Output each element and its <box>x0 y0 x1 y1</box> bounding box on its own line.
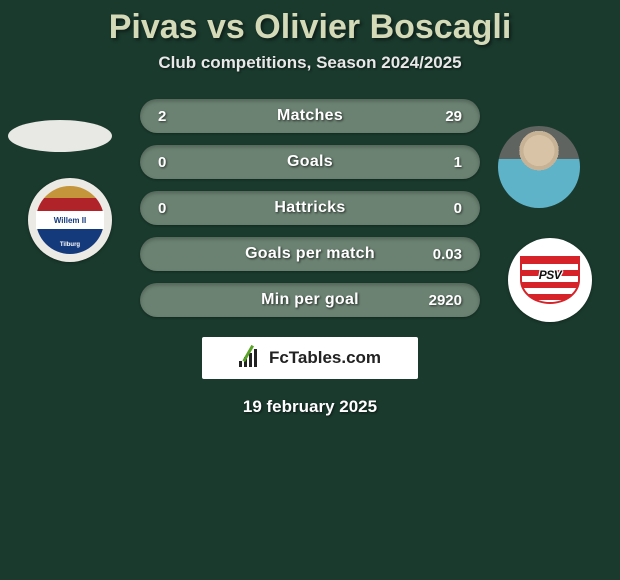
stat-row: 0 Hattricks 0 <box>140 191 480 225</box>
stat-row: Goals per match 0.03 <box>140 237 480 271</box>
stat-left-value: 0 <box>140 200 210 217</box>
chart-icon <box>239 349 263 367</box>
stat-right-value: 1 <box>410 154 480 171</box>
stat-label: Goals per match <box>210 245 410 263</box>
stat-label: Matches <box>210 107 410 125</box>
stat-right-value: 2920 <box>410 292 480 309</box>
stat-label: Hattricks <box>210 199 410 217</box>
stat-left-value: 0 <box>140 154 210 171</box>
page-title: Pivas vs Olivier Boscagli <box>0 0 620 53</box>
stat-row: 2 Matches 29 <box>140 99 480 133</box>
stat-row: Min per goal 2920 <box>140 283 480 317</box>
stat-label: Min per goal <box>210 291 410 309</box>
stat-right-value: 0 <box>410 200 480 217</box>
stat-right-value: 29 <box>410 108 480 125</box>
subtitle: Club competitions, Season 2024/2025 <box>0 53 620 99</box>
stat-label: Goals <box>210 153 410 171</box>
stat-left-value: 2 <box>140 108 210 125</box>
brand-name: FcTables.com <box>269 348 381 368</box>
date: 19 february 2025 <box>0 397 620 417</box>
stats-block: 2 Matches 29 0 Goals 1 0 Hattricks 0 Goa… <box>0 99 620 317</box>
stat-row: 0 Goals 1 <box>140 145 480 179</box>
stat-right-value: 0.03 <box>410 246 480 263</box>
brand-box: FcTables.com <box>202 337 418 379</box>
